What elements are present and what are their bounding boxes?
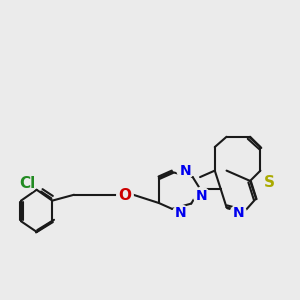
Circle shape — [261, 174, 278, 190]
Circle shape — [173, 205, 189, 221]
Circle shape — [230, 205, 247, 221]
Circle shape — [193, 188, 210, 204]
Text: Cl: Cl — [20, 176, 36, 191]
Text: N: N — [196, 189, 207, 202]
Text: N: N — [179, 164, 191, 178]
Text: N: N — [232, 206, 244, 220]
Circle shape — [20, 176, 36, 192]
Circle shape — [177, 162, 194, 179]
Text: S: S — [264, 175, 275, 190]
Circle shape — [117, 188, 133, 204]
Text: O: O — [118, 188, 131, 203]
Text: N: N — [175, 206, 187, 220]
